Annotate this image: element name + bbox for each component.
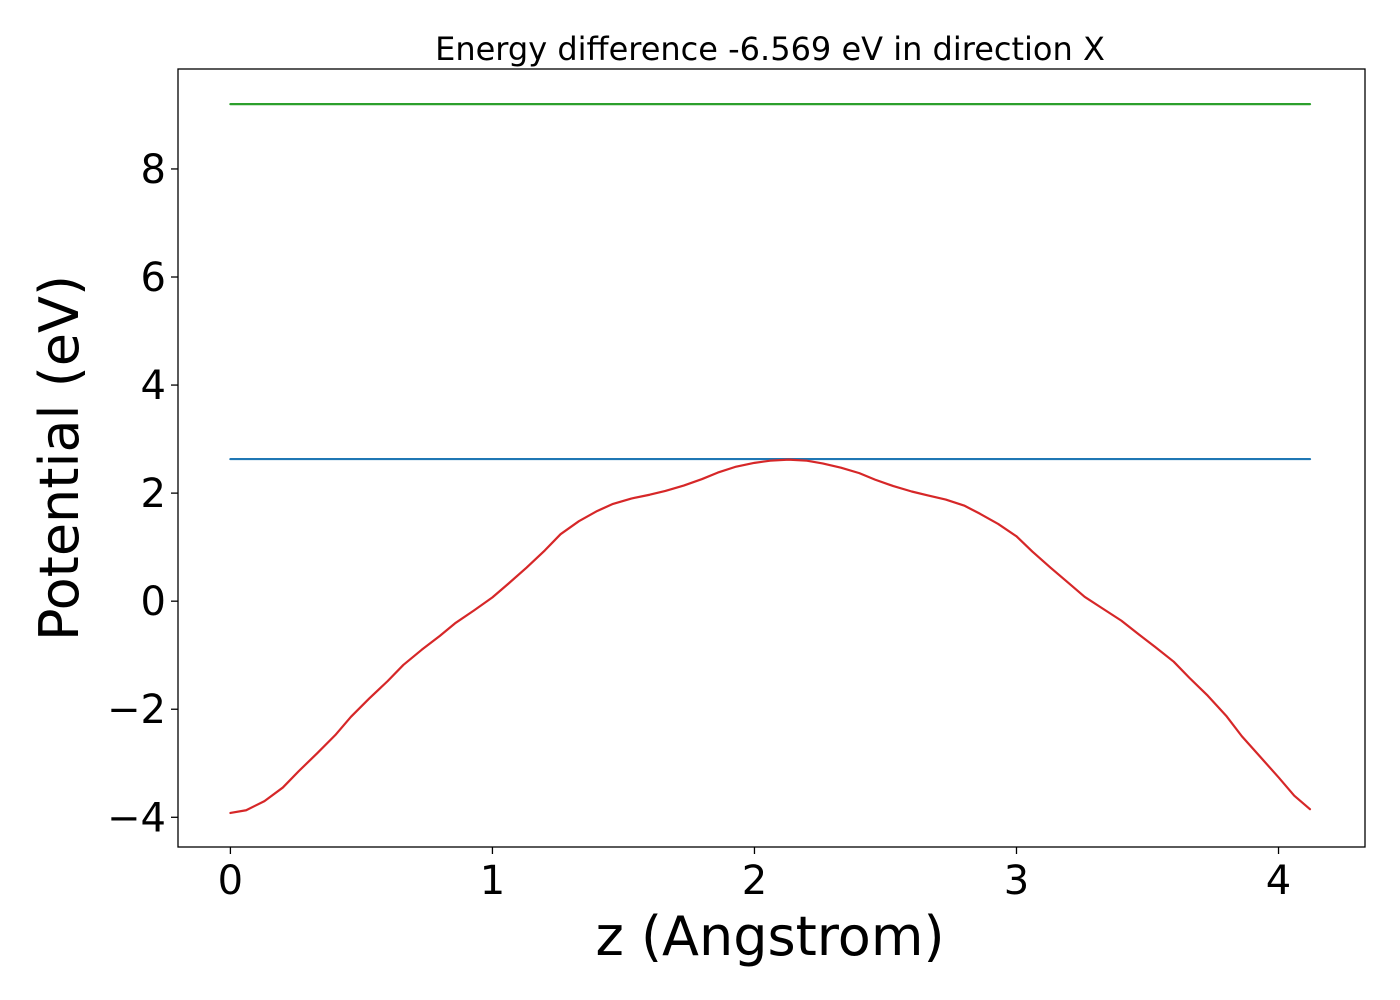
y-axis: −4 −2 0 2 4 6 8 bbox=[107, 147, 178, 841]
x-tick-label: 2 bbox=[742, 858, 767, 904]
y-tick-label: 4 bbox=[141, 363, 166, 409]
y-tick-label: 8 bbox=[141, 147, 166, 193]
y-axis-label: Potential (eV) bbox=[28, 275, 91, 641]
x-axis-label: z (Angstrom) bbox=[595, 905, 944, 968]
y-tick-label: 0 bbox=[141, 579, 166, 625]
x-tick-label: 3 bbox=[1004, 858, 1029, 904]
x-tick-label: 1 bbox=[480, 858, 505, 904]
y-tick-label: −2 bbox=[107, 687, 166, 733]
series-layer bbox=[229, 103, 1312, 815]
y-tick-label: 6 bbox=[141, 255, 166, 301]
x-axis: 0 1 2 3 4 bbox=[218, 847, 1291, 904]
series-line-2 bbox=[229, 458, 1312, 815]
x-tick-label: 4 bbox=[1266, 858, 1291, 904]
plot-frame bbox=[177, 68, 1366, 848]
y-tick-label: 2 bbox=[141, 471, 166, 517]
x-tick-label: 0 bbox=[218, 858, 243, 904]
y-tick-label: −4 bbox=[107, 795, 166, 841]
chart-title: Energy difference -6.569 eV in direction… bbox=[435, 30, 1105, 68]
